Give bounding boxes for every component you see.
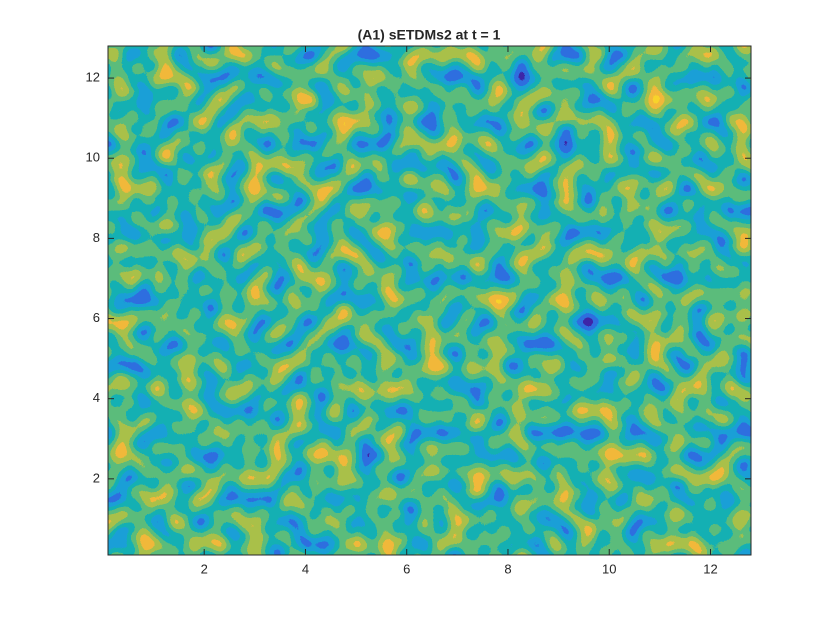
- y-tick-label: 6: [93, 310, 100, 325]
- y-tick-label: 4: [93, 390, 100, 405]
- y-tick-label: 8: [93, 230, 100, 245]
- y-tick-label: 10: [86, 150, 100, 165]
- x-tick-label: 8: [504, 561, 511, 576]
- axes-box: [107, 45, 752, 556]
- y-tick-label: 2: [93, 470, 100, 485]
- chart-title: (A1) sETDMs2 at t = 1: [358, 27, 501, 43]
- x-tick-label: 10: [602, 561, 616, 576]
- y-tick-label: 12: [86, 70, 100, 85]
- x-tick-label: 2: [201, 561, 208, 576]
- x-tick-label: 4: [302, 561, 309, 576]
- x-tick-label: 12: [703, 561, 717, 576]
- x-tick-label: 6: [403, 561, 410, 576]
- contour-field: [108, 46, 751, 555]
